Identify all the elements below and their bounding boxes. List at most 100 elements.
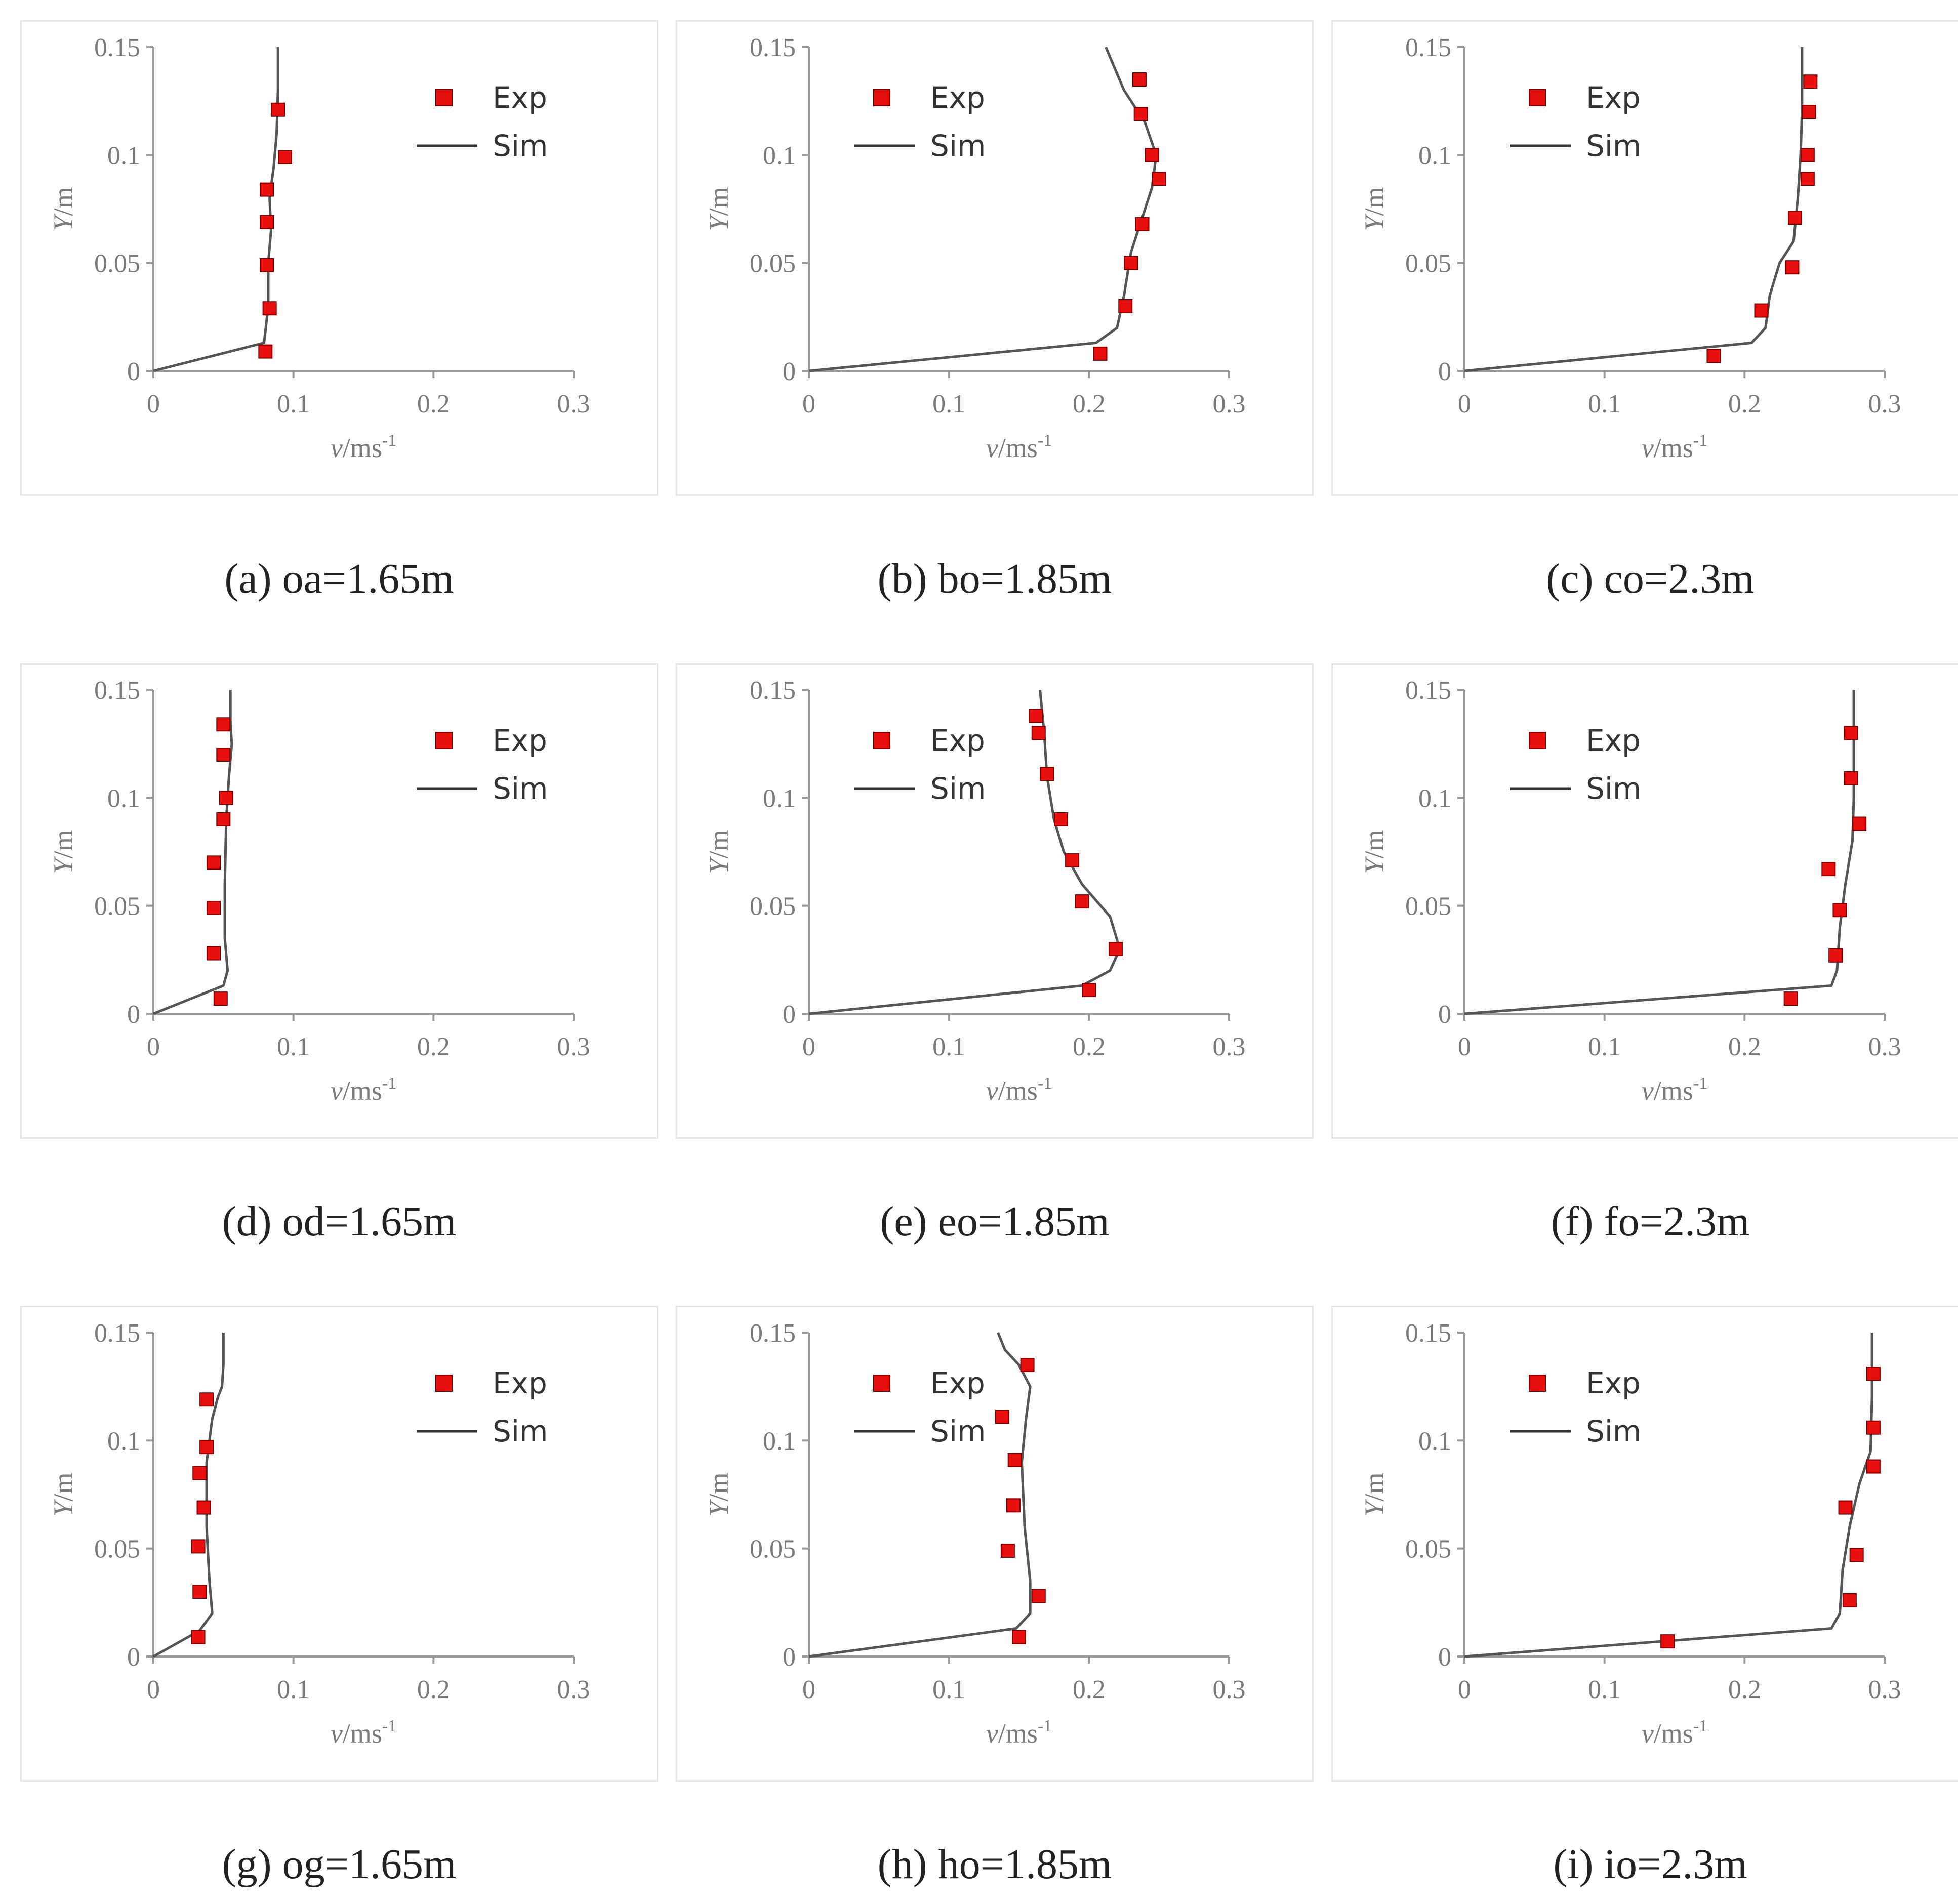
x-tick-label: 0 [1458,1032,1471,1061]
exp-data-point [219,791,233,805]
sim-series-line [808,1332,1032,1658]
exp-data-point [191,1539,206,1554]
y-tick-label: 0 [127,357,140,386]
exp-data-point [1108,942,1123,956]
legend-exp-label: Exp [1586,1366,1641,1400]
y-tick-label: 0 [1438,357,1451,386]
exp-data-point [1866,1367,1881,1381]
x-axis-label: v/ms-1 [1642,431,1707,463]
y-tick-label: 0 [783,357,796,386]
x-tick-label: 0.1 [932,390,965,419]
y-axis-label: Y/m [48,1472,78,1516]
exp-data-point [1007,1453,1022,1467]
exp-data-point [1800,148,1815,162]
x-tick-label: 0.2 [417,390,450,419]
y-tick-label: 0.05 [1405,250,1451,278]
chart-svg: 0 0.1 0.2 0.3 0 0.05 0.1 0.15 v/ms-1 Y/m Exp Sim [704,33,1246,463]
y-tick-label: 0.15 [1405,676,1451,705]
exp-data-point [1660,1634,1675,1649]
exp-data-point [1832,903,1847,918]
exp-data-point [1020,1358,1035,1372]
exp-data-point [1866,1459,1881,1474]
exp-data-point [206,900,221,915]
exp-data-point [1706,349,1721,363]
x-tick-label: 0.2 [1728,390,1761,419]
y-tick-label: 0 [127,1000,140,1029]
y-tick-label: 0.1 [107,141,140,170]
exp-data-point [1821,862,1836,877]
legend-sim-label: Sim [493,129,548,163]
panel-caption: (c) co=2.3m [1546,555,1755,602]
exp-data-point [1082,983,1096,998]
exp-data-point [1802,105,1816,119]
chart-svg: 0 0.1 0.2 0.3 0 0.05 0.1 0.15 v/ms-1 Y/m Exp Sim [48,33,590,463]
legend-exp-label: Exp [930,723,985,758]
exp-data-point [1844,726,1858,740]
panel-caption: (d) od=1.65m [222,1198,457,1245]
chart-svg: 0 0.1 0.2 0.3 0 0.05 0.1 0.15 v/ms-1 Y/m Exp Sim [48,676,590,1106]
x-axis-label: v/ms-1 [1642,1074,1707,1106]
chart-svg: 0 0.1 0.2 0.3 0 0.05 0.1 0.15 v/ms-1 Y/m Exp Sim [48,1319,590,1749]
exp-data-point [206,855,221,870]
exp-data-point [1852,816,1867,831]
sim-series-line [1464,47,1804,372]
exp-data-point [1783,991,1798,1006]
y-tick-label: 0.15 [1405,1319,1451,1348]
x-tick-label: 0 [1458,390,1471,419]
chart-svg: 0 0.1 0.2 0.3 0 0.05 0.1 0.15 v/ms-1 Y/m Exp Sim [704,676,1246,1106]
exp-data-point [1075,894,1089,909]
x-axis-label: v/ms-1 [331,1717,396,1749]
exp-data-point [1132,72,1147,87]
x-tick-label: 0.3 [1868,1675,1901,1704]
exp-data-point [1838,1500,1853,1515]
y-axis-label: Y/m [704,830,734,874]
legend-exp-marker [873,89,890,106]
sim-series-line [152,1333,225,1658]
panel-caption: (b) bo=1.85m [877,555,1112,602]
exp-data-point [1828,948,1843,963]
x-tick-label: 0.1 [277,1032,310,1061]
chart-panel: 0 0.1 0.2 0.3 0 0.05 0.1 0.15 v/ms-1 Y/m Exp Sim [676,1306,1314,1782]
x-tick-label: 0 [802,1675,815,1704]
exp-data-point [278,150,293,164]
legend-exp-label: Exp [930,1366,985,1400]
panel-caption: (h) ho=1.85m [877,1841,1112,1888]
exp-data-point [191,1630,206,1644]
y-tick-label: 0.15 [1405,33,1451,62]
x-tick-label: 0.3 [557,1675,590,1704]
x-axis-label: v/ms-1 [986,1717,1052,1749]
y-tick-label: 0.05 [750,1535,796,1564]
y-tick-label: 0.05 [1405,892,1451,921]
y-tick-label: 0.15 [750,676,796,705]
exp-data-point [1006,1498,1021,1513]
y-tick-label: 0.15 [750,1319,796,1348]
legend-sim-label: Sim [1586,129,1641,163]
chart-panel: 0 0.1 0.2 0.3 0 0.05 0.1 0.15 v/ms-1 Y/m Exp Sim [20,20,658,496]
chart-panel: 0 0.1 0.2 0.3 0 0.05 0.1 0.15 v/ms-1 Y/m Exp Sim [1331,20,1958,496]
chart-svg: 0 0.1 0.2 0.3 0 0.05 0.1 0.15 v/ms-1 Y/m Exp Sim [1359,676,1901,1106]
chart-panel: 0 0.1 0.2 0.3 0 0.05 0.1 0.15 v/ms-1 Y/m Exp Sim [20,1306,658,1782]
x-tick-label: 0.3 [1213,390,1246,419]
x-tick-label: 0.2 [1073,1032,1106,1061]
exp-data-point [260,182,274,197]
exp-data-point [216,717,231,732]
legend-exp-marker [1529,89,1546,106]
chart-panel: 0 0.1 0.2 0.3 0 0.05 0.1 0.15 v/ms-1 Y/m Exp Sim [20,663,658,1139]
legend-exp-label: Exp [493,80,547,115]
exp-data-point [1012,1630,1026,1644]
legend-exp-label: Exp [493,1366,547,1400]
exp-data-point [1133,107,1148,121]
exp-data-point [1145,148,1159,162]
exp-data-point [260,215,274,229]
exp-data-point [192,1466,207,1480]
x-tick-label: 0.3 [557,1032,590,1061]
exp-data-point [1849,1548,1864,1562]
legend-exp-marker [1529,1375,1546,1392]
legend-exp-marker [1529,732,1546,749]
exp-data-point [1054,812,1068,826]
x-tick-label: 0.2 [1728,1032,1761,1061]
chart-svg: 0 0.1 0.2 0.3 0 0.05 0.1 0.15 v/ms-1 Y/m Exp Sim [704,1319,1246,1749]
sim-series-line [1464,1333,1873,1658]
y-axis-label: Y/m [704,1472,734,1516]
y-tick-label: 0 [1438,1000,1451,1029]
